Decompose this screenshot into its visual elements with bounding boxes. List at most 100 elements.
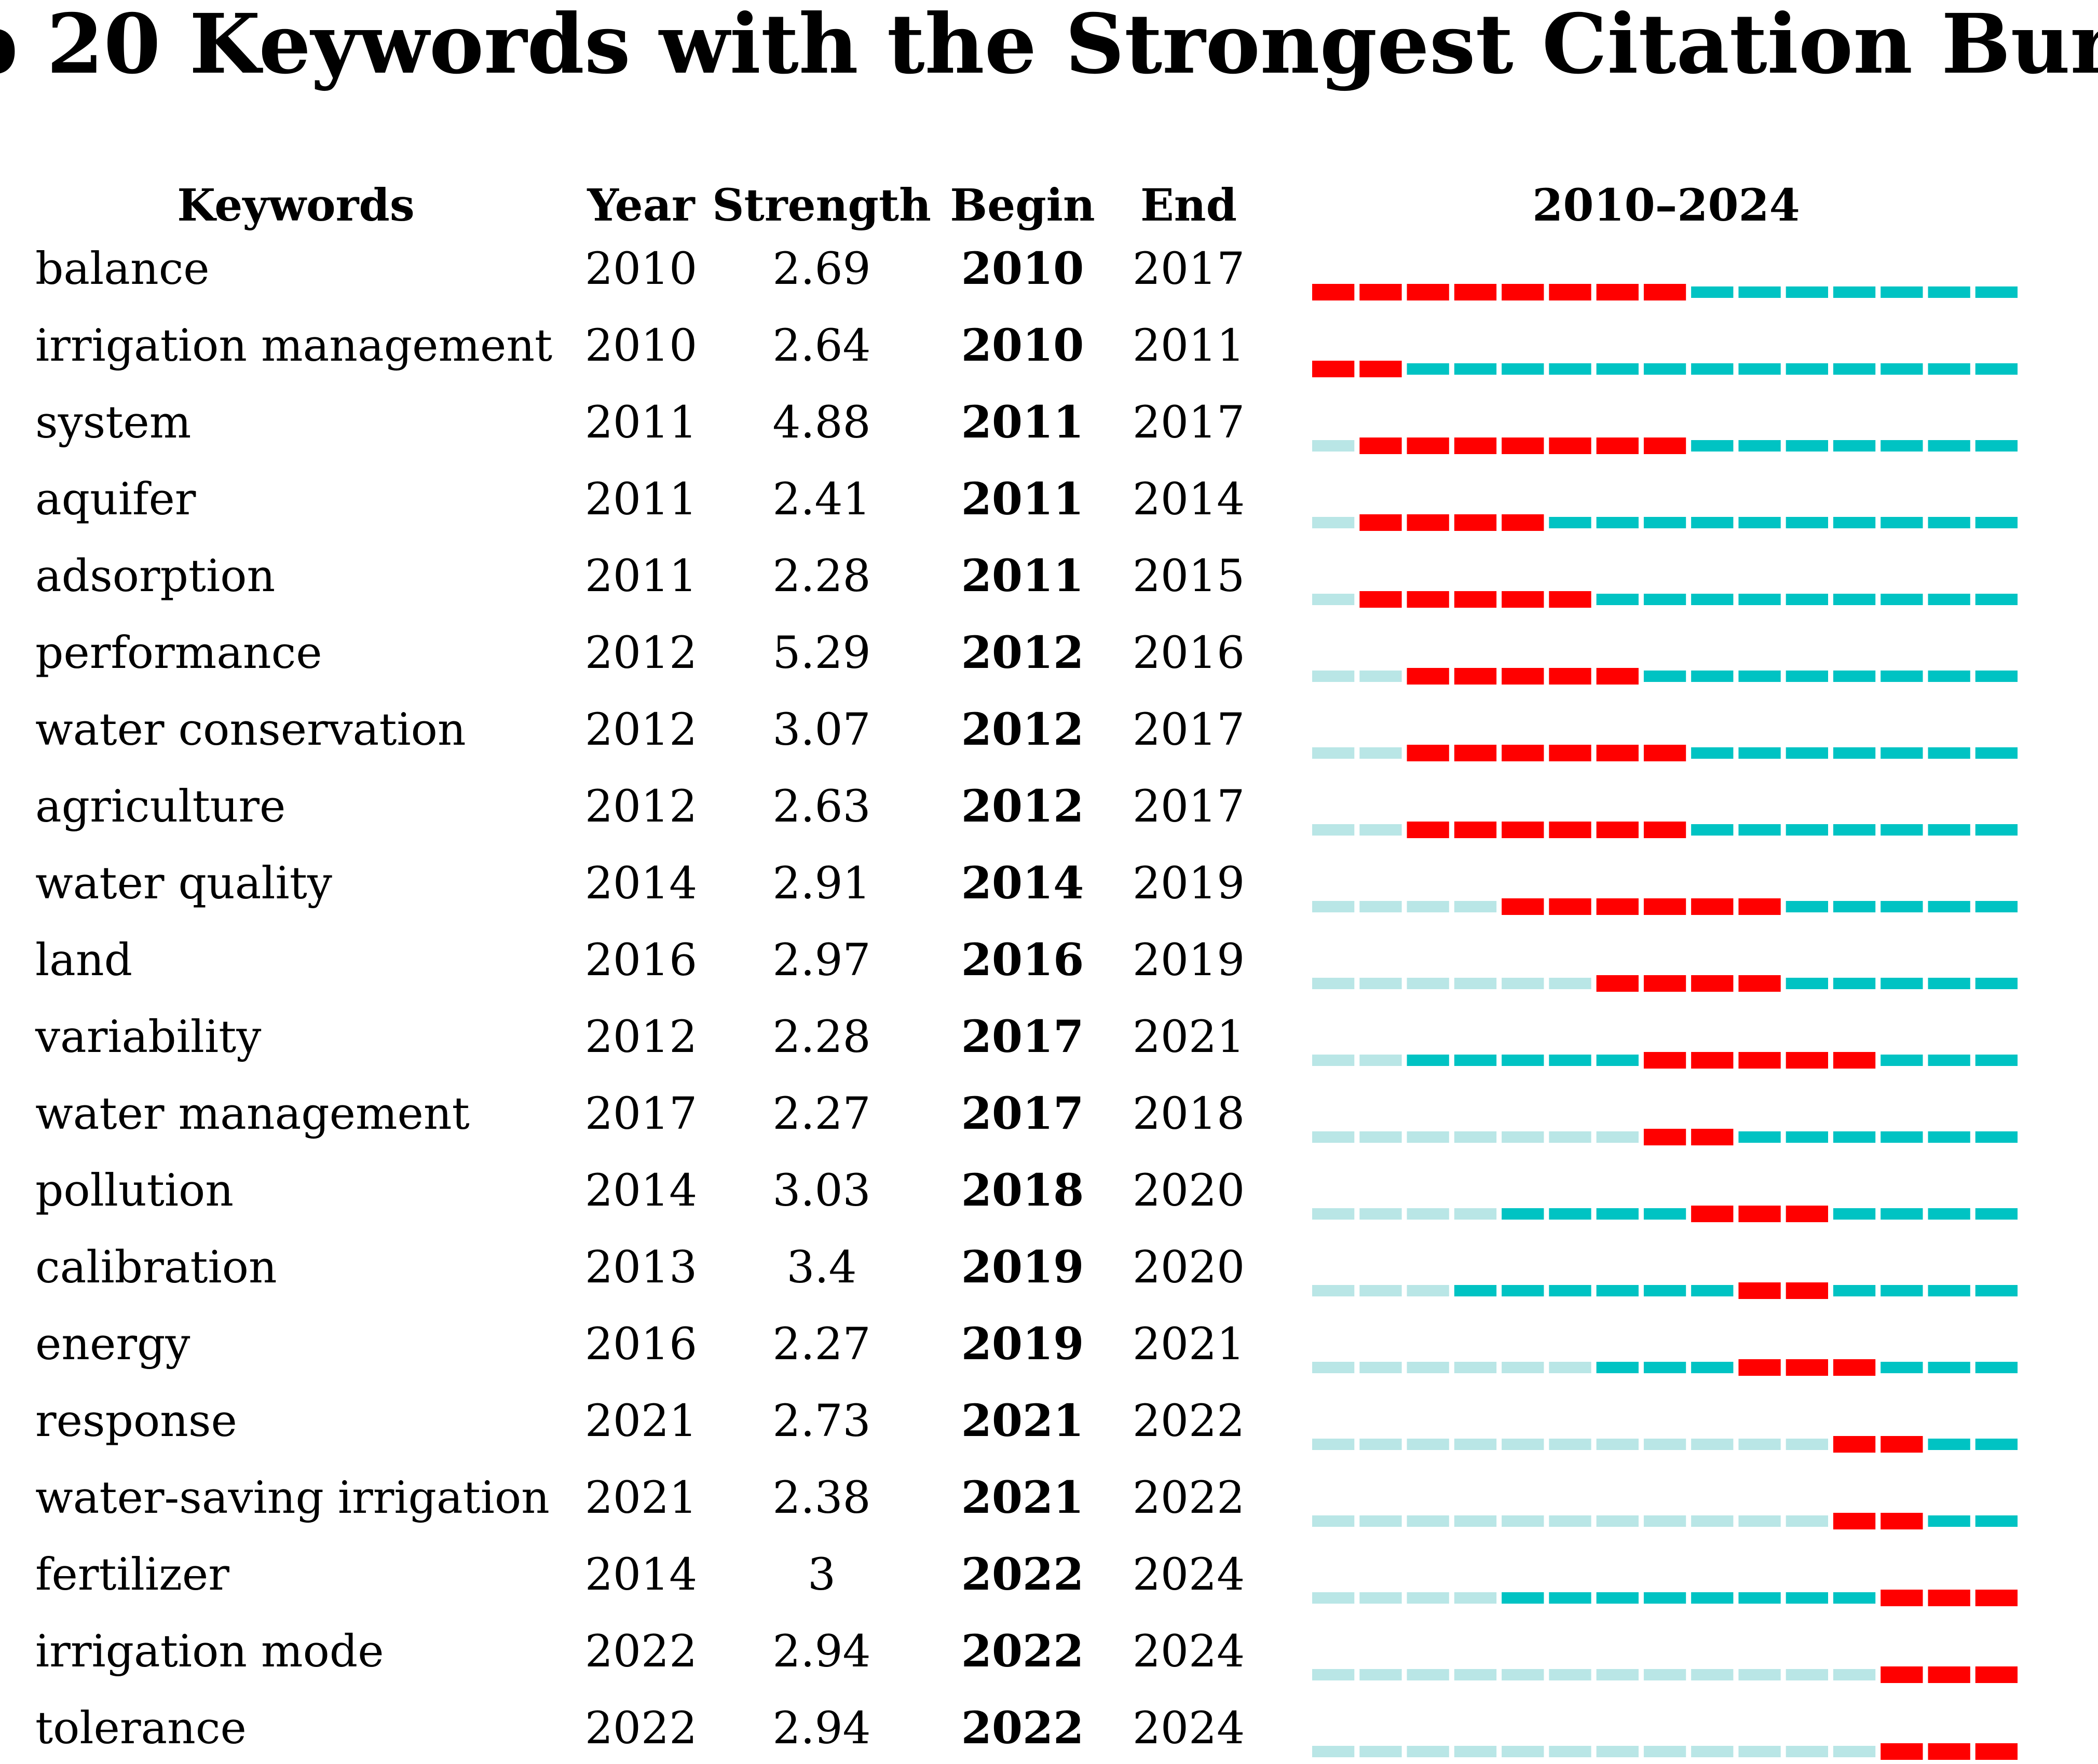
timeline-segment-burst [1502, 822, 1544, 838]
timeline-segment-active [1928, 1439, 1970, 1450]
begin-value: 2018 [961, 1165, 1084, 1216]
begin-value: 2017 [961, 1088, 1084, 1140]
timeline-segment-burst [1786, 1206, 1828, 1222]
timeline-segment-active [1596, 594, 1639, 605]
timeline-segment-inactive [1549, 1669, 1591, 1680]
timeline-segment-active [1975, 1131, 2018, 1143]
strength-value: 2.94 [772, 1626, 870, 1677]
timeline-segment-inactive [1596, 1746, 1639, 1757]
timeline-segment-inactive [1502, 1746, 1544, 1757]
timeline-segment-inactive [1454, 1131, 1497, 1143]
keyword-label: adsorption [35, 551, 275, 602]
timeline-segment-active [1928, 517, 1970, 528]
table-row: pollution 2014 3.03 2018 2020 [35, 1165, 2018, 1222]
timeline-segment-inactive [1454, 1592, 1497, 1604]
timeline-segment-burst [1502, 745, 1544, 761]
timeline-segment-active [1549, 363, 1591, 375]
timeline-segment-inactive [1407, 1746, 1449, 1757]
timeline-segment-burst [1454, 437, 1497, 454]
table-row: performance 2012 5.29 2012 2016 [35, 627, 2018, 685]
timeline-segment-inactive [1312, 671, 1355, 682]
year-value: 2014 [585, 1165, 697, 1216]
timeline-segment-burst [1643, 898, 1686, 915]
timeline-segment-burst [1643, 822, 1686, 838]
end-value: 2021 [1133, 1319, 1245, 1370]
timeline-segment-active [1975, 517, 2018, 528]
year-value: 2022 [585, 1626, 697, 1677]
timeline-segment-inactive [1502, 1131, 1544, 1143]
timeline-segment-inactive [1549, 978, 1591, 989]
begin-value: 2017 [961, 1011, 1084, 1063]
timeline-segment-inactive [1359, 824, 1402, 836]
timeline-segment-burst [1928, 1590, 1970, 1606]
keyword-label: pollution [35, 1165, 234, 1216]
timeline-segment-active [1975, 978, 2018, 989]
end-value: 2020 [1133, 1242, 1245, 1293]
timeline-segment-inactive [1738, 1669, 1781, 1680]
keyword-label: performance [35, 627, 322, 679]
strength-value: 3 [808, 1549, 836, 1601]
timeline-segment-active [1975, 1055, 2018, 1066]
year-value: 2021 [585, 1472, 697, 1524]
timeline-segment-active [1407, 1055, 1449, 1066]
strength-value: 2.27 [772, 1319, 870, 1370]
table-row: balance 2010 2.69 2010 2017 [35, 243, 2018, 300]
timeline-segment-inactive [1407, 1515, 1449, 1527]
table-row: land 2016 2.97 2016 2019 [35, 934, 2018, 992]
timeline-segment-inactive [1454, 1515, 1497, 1527]
timeline-segment-burst [1359, 284, 1402, 300]
timeline-segment-active [1454, 1285, 1497, 1296]
timeline-segment-active [1786, 363, 1828, 375]
timeline-segment-inactive [1312, 517, 1355, 528]
timeline-segment-inactive [1359, 747, 1402, 759]
timeline-segment-inactive [1359, 671, 1402, 682]
timeline-segment-inactive [1312, 440, 1355, 452]
timeline-segment-active [1881, 901, 1923, 912]
header-keywords: Keywords [177, 180, 414, 231]
timeline-segment-inactive [1643, 1439, 1686, 1450]
timeline-segment-burst [1549, 822, 1591, 838]
end-value: 2011 [1133, 320, 1245, 372]
timeline-segment-inactive [1691, 1746, 1734, 1757]
timeline-segment-burst [1596, 822, 1639, 838]
timeline-segment-inactive [1502, 1362, 1544, 1373]
keyword-label: irrigation management [35, 320, 552, 372]
timeline-segment-active [1881, 978, 1923, 989]
timeline-segment-active [1738, 286, 1781, 298]
timeline-segment-burst [1549, 591, 1591, 608]
year-value: 2014 [585, 1549, 697, 1601]
timeline-segment-inactive [1312, 1515, 1355, 1527]
keyword-label: energy [35, 1319, 190, 1370]
strength-value: 2.28 [772, 1011, 870, 1063]
timeline-segment-inactive [1454, 978, 1497, 989]
timeline-segment-active [1833, 1285, 1876, 1296]
table-row: irrigation mode 2022 2.94 2022 2024 [35, 1625, 2018, 1683]
year-value: 2010 [585, 320, 697, 372]
timeline-segment-inactive [1359, 1055, 1402, 1066]
strength-value: 2.91 [772, 858, 870, 909]
timeline-segment-burst [1549, 284, 1591, 300]
timeline-segment-burst [1454, 284, 1497, 300]
timeline-segment-inactive [1786, 1746, 1828, 1757]
timeline-segment-inactive [1643, 1669, 1686, 1680]
timeline-segment-active [1786, 978, 1828, 989]
end-value: 2017 [1133, 397, 1245, 448]
timeline-segment-active [1738, 671, 1781, 682]
strength-value: 3.03 [772, 1165, 870, 1216]
timeline-segment-inactive [1312, 1055, 1355, 1066]
strength-value: 3.07 [772, 704, 870, 756]
timeline-segment-inactive [1643, 1746, 1686, 1757]
timeline-segment-burst [1786, 1052, 1828, 1069]
begin-value: 2012 [961, 627, 1084, 679]
begin-value: 2022 [961, 1702, 1084, 1754]
timeline-segment-active [1833, 978, 1876, 989]
timeline-segment-active [1833, 671, 1876, 682]
timeline-segment-burst [1738, 1052, 1781, 1069]
timeline-segment-inactive [1407, 978, 1449, 989]
timeline-segment-active [1833, 1131, 1876, 1143]
timeline-segment-inactive [1312, 978, 1355, 989]
timeline-segment-active [1549, 517, 1591, 528]
timeline-segment-inactive [1407, 1362, 1449, 1373]
timeline-segment-burst [1738, 1359, 1781, 1376]
